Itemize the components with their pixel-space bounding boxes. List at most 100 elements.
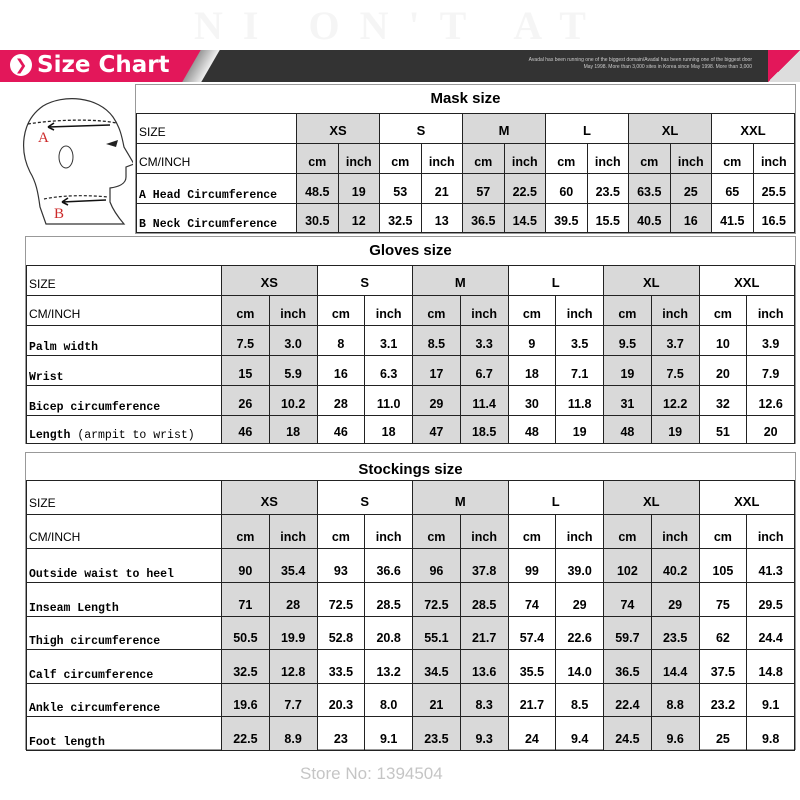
unit-inch: inch	[555, 295, 605, 326]
value-cell: 8.5	[412, 325, 461, 356]
unit-cm: cm	[603, 295, 652, 326]
value-cell: 16	[316, 355, 366, 386]
unit-inch: inch	[746, 514, 796, 549]
value-cell: 25.5	[752, 173, 796, 204]
value-cell: 59.7	[603, 616, 652, 650]
value-cell: 10	[698, 325, 748, 356]
value-cell: 29	[412, 385, 461, 416]
head-diagram: A B	[23, 98, 133, 225]
row-label-text: A Head Circumference	[139, 189, 278, 202]
unit-cm: cm	[698, 514, 748, 549]
value-cell: 30	[507, 385, 557, 416]
unit-inch: inch	[555, 514, 605, 549]
head-outline	[23, 98, 133, 225]
store-watermark: Store No: 1394504	[300, 764, 443, 783]
value-cell: 63.5	[628, 173, 671, 204]
value-cell: 36.5	[462, 203, 505, 233]
value-cell: 62	[698, 616, 748, 650]
value-cell: 37.5	[698, 649, 748, 684]
row-label: A Head Circumference	[136, 173, 297, 204]
row-label-text: Outside waist to heel	[29, 568, 174, 581]
value-cell: 12.6	[746, 385, 796, 416]
value-cell: 46	[221, 415, 270, 444]
mask-size-section: Mask size SIZE XS S M L XL XXL CM/INCH cm inch cm i…	[135, 84, 796, 234]
row-label: Length (armpit to wrist)	[26, 415, 222, 444]
value-cell: 11.4	[459, 385, 509, 416]
value-cell: 7.7	[268, 683, 318, 717]
stockings-size-section: Stockings size SIZE XS S M L XL XXL CM/INCH cm in…	[25, 452, 796, 751]
value-cell: 11.8	[555, 385, 605, 416]
value-cell: 55.1	[412, 616, 461, 650]
value-cell: 75	[698, 582, 748, 617]
value-cell: 3.9	[746, 325, 796, 356]
unit-cm: cm	[412, 295, 461, 326]
size-header-m: M	[462, 113, 547, 144]
size-label: SIZE	[136, 113, 297, 144]
value-cell: 39.5	[545, 203, 588, 233]
unit-cm: cm	[412, 514, 461, 549]
size-label: SIZE	[26, 480, 222, 515]
value-cell: 17	[412, 355, 461, 386]
value-cell: 36.6	[364, 548, 414, 583]
size-header-xl: XL	[603, 480, 700, 515]
value-cell: 39.0	[555, 548, 605, 583]
value-cell: 28	[316, 385, 366, 416]
unit-cm: cm	[316, 514, 366, 549]
label-a: A	[38, 130, 49, 146]
row-label-note: (armpit to wrist)	[70, 429, 195, 442]
size-header-s: S	[316, 480, 414, 515]
value-cell: 10.2	[268, 385, 318, 416]
value-cell: 16.5	[752, 203, 796, 233]
size-header-s: S	[378, 113, 464, 144]
value-cell: 9.8	[746, 716, 796, 751]
value-cell: 32.5	[221, 649, 270, 684]
value-cell: 8	[316, 325, 366, 356]
value-cell: 23.5	[650, 616, 700, 650]
value-cell: 99	[507, 548, 557, 583]
header-blurb: Avadal has been running one of the bigge…	[529, 57, 752, 71]
value-cell: 6.7	[459, 355, 509, 386]
value-cell: 21.7	[507, 683, 557, 717]
unit-inch: inch	[337, 143, 380, 174]
value-cell: 7.5	[650, 355, 700, 386]
value-cell: 74	[507, 582, 557, 617]
value-cell: 22.4	[603, 683, 652, 717]
value-cell: 19	[555, 415, 605, 444]
value-cell: 25	[669, 173, 713, 204]
value-cell: 28.5	[364, 582, 414, 617]
unit-cm: cm	[296, 143, 339, 174]
value-cell: 57.4	[507, 616, 557, 650]
row-label-text: Wrist	[29, 371, 64, 384]
table-row: A Head Circumference 48.5 19 53 21 57 22.5 60 23…	[136, 173, 796, 204]
unit-inch: inch	[650, 295, 700, 326]
unit-inch: inch	[746, 295, 796, 326]
neck-circumference-line	[43, 195, 109, 200]
value-cell: 13	[420, 203, 464, 233]
value-cell: 74	[603, 582, 652, 617]
value-cell: 40.2	[650, 548, 700, 583]
value-cell: 47	[412, 415, 461, 444]
value-cell: 20.3	[316, 683, 366, 717]
unit-cm: cm	[221, 514, 270, 549]
row-label: Wrist	[26, 355, 222, 386]
value-cell: 18	[268, 415, 318, 444]
value-cell: 72.5	[412, 582, 461, 617]
value-cell: 11.0	[364, 385, 414, 416]
value-cell: 9.1	[364, 716, 414, 751]
value-cell: 24.5	[603, 716, 652, 751]
value-cell: 37.8	[459, 548, 509, 583]
brand-watermark: NI ON'T AT	[194, 3, 606, 48]
unit-label: CM/INCH	[136, 143, 297, 174]
table-row: Palm width 7.5 3.0 8 3.1 8.5 3.3 9 3.5 9.5 3.7 10 3.…	[26, 325, 796, 356]
value-cell: 72.5	[316, 582, 366, 617]
size-header-s: S	[316, 265, 414, 296]
value-cell: 9.4	[555, 716, 605, 751]
mask-size-table: SIZE XS S M L XL XXL CM/INCH cm inch cm inch cm inch c…	[136, 113, 796, 233]
stockings-size-table: SIZE XS S M L XL XXL CM/INCH cm inch cm inch cm inch c…	[26, 480, 796, 751]
table-row: Inseam Length 71 28 72.5 28.5 72.5 28.5 74 29 74 2…	[26, 582, 796, 617]
table-row: Bicep circumference 26 10.2 28 11.0 29 11.4 30 1…	[26, 385, 796, 416]
value-cell: 8.0	[364, 683, 414, 717]
value-cell: 28	[268, 582, 318, 617]
value-cell: 35.5	[507, 649, 557, 684]
value-cell: 24	[507, 716, 557, 751]
